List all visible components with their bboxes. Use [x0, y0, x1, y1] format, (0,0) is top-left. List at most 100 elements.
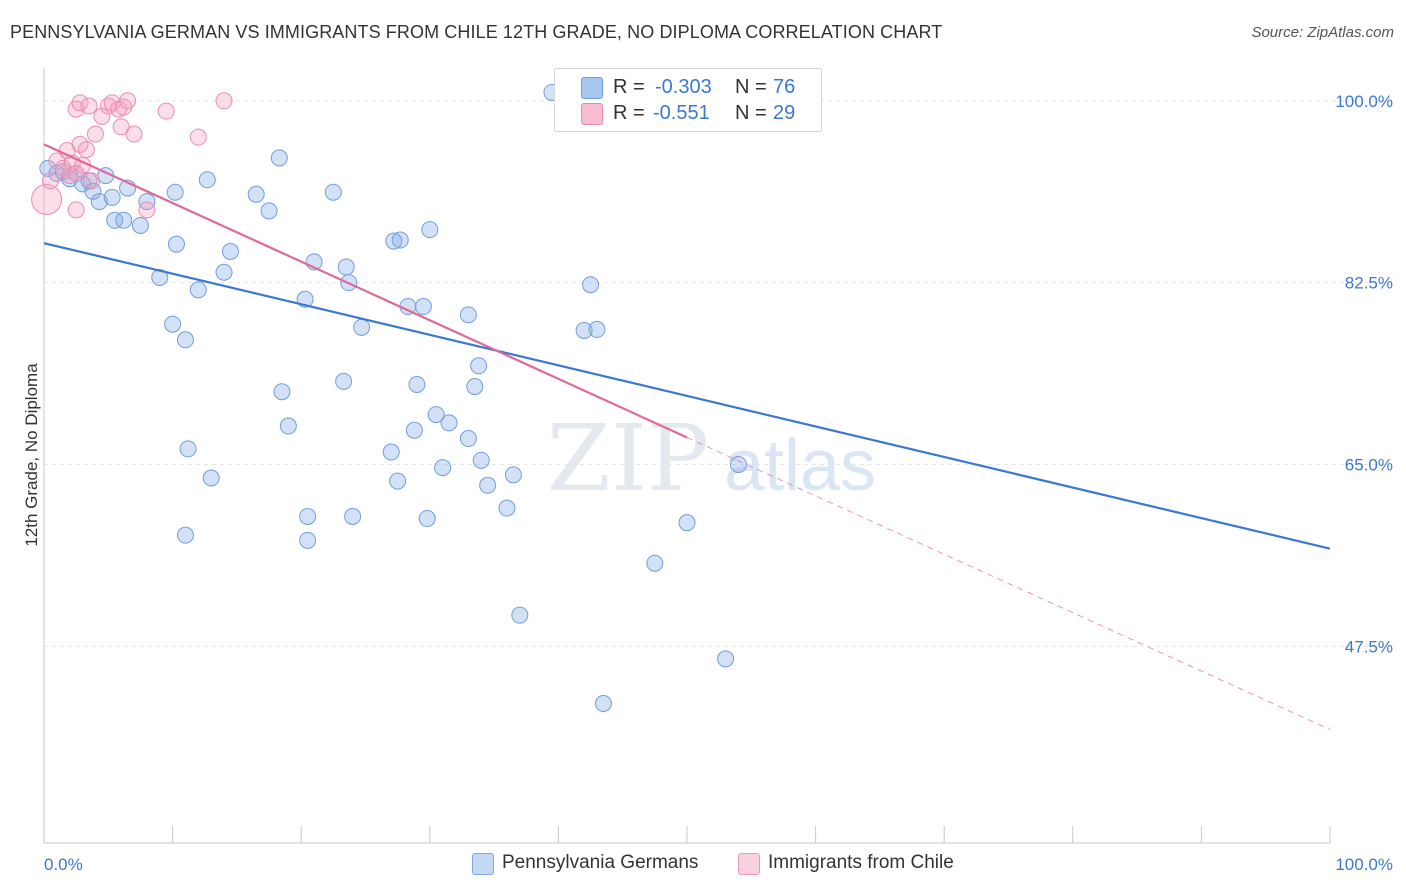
data-point: [414, 298, 432, 316]
data-point: [198, 171, 216, 189]
data-point: [77, 141, 95, 159]
legend-swatch-pink: [738, 853, 760, 875]
data-point: [215, 263, 233, 281]
series-pennsylvania-germans: [39, 83, 747, 712]
trend-lines: [43, 143, 1331, 730]
data-point: [459, 306, 477, 324]
n-label: N =: [735, 76, 767, 98]
data-point: [421, 221, 439, 239]
r-label: R =: [613, 76, 645, 98]
data-point: [353, 318, 371, 336]
data-point: [511, 606, 529, 624]
data-point: [594, 694, 612, 712]
data-point: [335, 372, 353, 390]
data-point: [273, 383, 291, 401]
stats-swatch-pink: [581, 103, 603, 125]
data-point: [138, 201, 156, 219]
chart-title: PENNSYLVANIA GERMAN VS IMMIGRANTS FROM C…: [10, 22, 943, 42]
data-point: [247, 185, 265, 203]
data-point: [470, 357, 488, 375]
data-point: [389, 472, 407, 490]
data-point: [179, 440, 197, 458]
data-point: [717, 650, 735, 668]
data-point: [270, 149, 288, 167]
data-point: [189, 128, 207, 146]
data-point: [434, 459, 452, 477]
data-point: [382, 443, 400, 461]
legend-label: Pennsylvania Germans: [502, 852, 699, 873]
data-point: [588, 320, 606, 338]
data-point: [93, 107, 111, 125]
data-point: [103, 188, 121, 206]
data-point: [90, 193, 108, 211]
data-point: [157, 102, 175, 120]
trend-line-immigrants-from-chile: [43, 143, 688, 439]
data-point: [176, 331, 194, 349]
data-point: [479, 476, 497, 494]
data-point: [54, 159, 72, 177]
grid: [44, 100, 1395, 647]
data-point: [575, 321, 593, 339]
y-tick-label: 65.0%: [1345, 455, 1393, 474]
data-point: [260, 202, 278, 220]
data-point: [41, 172, 59, 190]
data-point: [119, 92, 137, 110]
data-point: [115, 211, 133, 229]
stats-swatch-blue: [581, 77, 603, 99]
data-point: [279, 417, 297, 435]
data-point: [324, 183, 342, 201]
x-tick-label: 100.0%: [1335, 855, 1393, 874]
y-tick-label: 82.5%: [1345, 274, 1393, 293]
x-tick-label: 0.0%: [44, 855, 83, 874]
correlation-stats-box: R = -0.303 N = 76 R = -0.551 N = 29: [554, 68, 822, 132]
data-point: [418, 510, 436, 528]
data-point: [440, 414, 458, 432]
y-axis-label: 12th Grade, No Diploma: [22, 363, 41, 547]
r-label: R =: [613, 102, 645, 124]
data-point: [729, 455, 747, 473]
data-point: [176, 526, 194, 544]
r-value: -0.303: [655, 76, 712, 98]
data-point: [678, 514, 696, 532]
legend-swatch-blue: [472, 853, 494, 875]
data-point: [299, 531, 317, 549]
data-point: [427, 406, 445, 424]
data-point: [405, 421, 423, 439]
data-point: [646, 554, 664, 572]
data-point: [215, 92, 233, 110]
data-point: [202, 469, 220, 487]
data-point: [125, 125, 143, 143]
data-point: [391, 231, 409, 249]
data-point: [164, 315, 182, 333]
legend-label: Immigrants from Chile: [768, 852, 954, 873]
data-point: [167, 235, 185, 253]
data-point: [472, 451, 490, 469]
data-point: [67, 201, 85, 219]
data-point: [31, 184, 63, 216]
n-value: 29: [773, 102, 796, 124]
data-point: [408, 375, 426, 393]
data-point: [221, 242, 239, 260]
data-point: [337, 258, 355, 276]
y-tick-label: 100.0%: [1335, 92, 1393, 111]
data-point: [151, 268, 169, 286]
y-tick-label: 47.5%: [1345, 637, 1393, 656]
trend-line-extension: [686, 437, 1331, 730]
data-point: [106, 211, 124, 229]
data-point: [166, 183, 184, 201]
tick-labels: 100.0% 82.5% 65.0% 47.5% 0.0% 100.0%: [44, 92, 1393, 874]
data-point: [504, 466, 522, 484]
data-point: [112, 118, 130, 136]
watermark: ZIP atlas: [547, 405, 876, 512]
series-immigrants-from-chile: [31, 92, 233, 219]
data-point: [299, 507, 317, 525]
data-point: [466, 378, 484, 396]
data-point: [131, 216, 149, 234]
n-label: N =: [735, 102, 767, 124]
data-point: [71, 94, 89, 112]
data-point: [459, 430, 477, 448]
data-point: [61, 167, 79, 185]
data-point: [582, 276, 600, 294]
r-value: -0.551: [653, 102, 710, 124]
